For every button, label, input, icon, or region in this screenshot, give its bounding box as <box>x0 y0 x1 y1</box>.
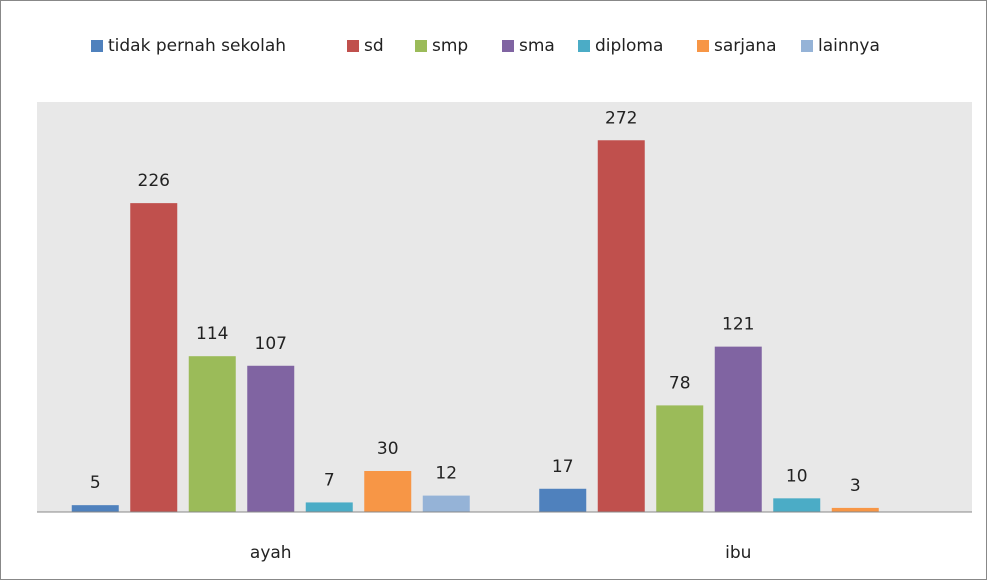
data-label: 10 <box>786 466 808 486</box>
bar <box>773 498 821 512</box>
bar <box>247 365 295 512</box>
data-label: 17 <box>552 457 574 477</box>
legend-label: diploma <box>595 36 663 56</box>
bar <box>597 140 645 512</box>
data-label: 107 <box>255 334 287 354</box>
legend-swatch <box>91 40 103 52</box>
legend-swatch <box>502 40 514 52</box>
bar <box>714 346 762 512</box>
bar <box>71 505 119 512</box>
legend-label: tidak pernah sekolah <box>108 36 286 56</box>
bar <box>130 203 178 512</box>
legend-label: lainnya <box>818 36 880 56</box>
data-label: 7 <box>324 470 335 490</box>
legend-label: sd <box>364 36 384 56</box>
x-tick-label: ayah <box>250 543 292 563</box>
legend-swatch <box>578 40 590 52</box>
data-label: 5 <box>90 473 101 493</box>
data-label: 272 <box>605 108 637 128</box>
bar <box>422 495 470 512</box>
legend-swatch <box>801 40 813 52</box>
data-label: 226 <box>138 171 170 191</box>
bar <box>539 488 587 512</box>
bar <box>364 471 412 512</box>
bar <box>831 507 879 512</box>
legend-swatch <box>415 40 427 52</box>
bar <box>656 405 704 512</box>
legend-swatch <box>347 40 359 52</box>
data-label: 12 <box>435 464 457 484</box>
data-label: 30 <box>377 439 399 459</box>
data-label: 114 <box>196 324 228 344</box>
legend-label: sarjana <box>714 36 777 56</box>
bar <box>305 502 353 512</box>
x-tick-label: ibu <box>725 543 751 563</box>
data-label: 3 <box>850 476 861 496</box>
legend-label: smp <box>432 36 468 56</box>
data-label: 78 <box>669 373 691 393</box>
legend-swatch <box>697 40 709 52</box>
data-label: 121 <box>722 315 754 335</box>
legend-label: sma <box>519 36 555 56</box>
bar <box>188 356 236 512</box>
